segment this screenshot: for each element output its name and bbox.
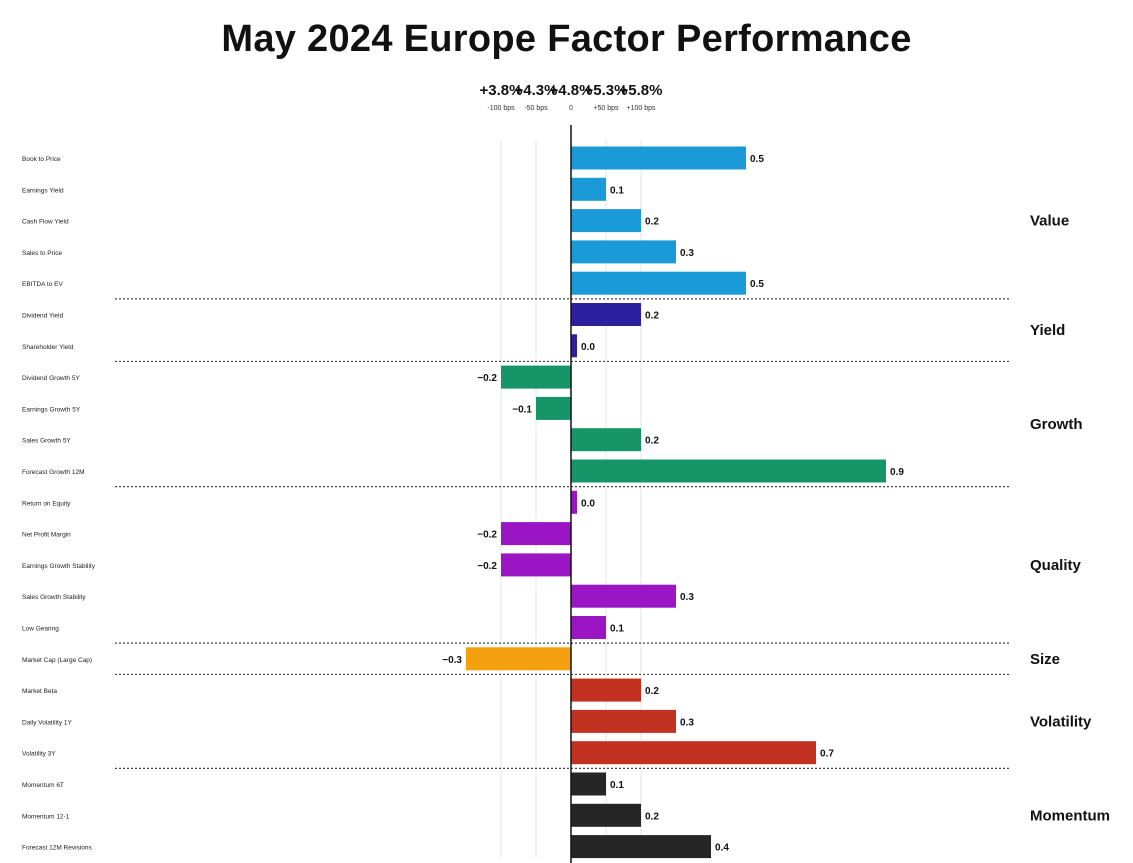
bar — [571, 803, 641, 827]
group-label: Quality — [1030, 557, 1082, 574]
bar — [571, 428, 641, 452]
value-label: 0.1 — [610, 780, 624, 791]
group-label: Momentum — [1030, 807, 1110, 824]
bar — [571, 741, 816, 765]
group-label: Value — [1030, 213, 1069, 230]
bar — [571, 459, 886, 483]
category-label: Shareholder Yield — [22, 344, 74, 351]
category-label: Return on Equity — [22, 500, 71, 507]
bar — [571, 177, 606, 201]
value-label: 0.2 — [645, 686, 659, 697]
value-label: −0.3 — [442, 655, 462, 666]
bar — [571, 271, 746, 295]
value-label: 0.9 — [890, 467, 904, 478]
bar — [571, 209, 641, 233]
value-label: 0.0 — [581, 342, 595, 353]
group-label: Yield — [1030, 322, 1065, 339]
value-label: 0.5 — [750, 154, 764, 165]
category-label: Low Gearing — [22, 626, 59, 633]
bar — [466, 647, 571, 671]
category-label: Sales to Price — [22, 250, 62, 257]
bar — [501, 522, 571, 546]
bar — [571, 835, 711, 859]
category-label: Sales Growth 5Y — [22, 438, 71, 445]
bar — [501, 553, 571, 577]
bar — [571, 303, 641, 326]
category-label: Momentum 12-1 — [22, 813, 70, 820]
x-tick-sublabel: +50 bps — [593, 105, 619, 112]
category-label: Earnings Yield — [22, 187, 64, 194]
category-label: Earnings Growth Stability — [22, 563, 96, 570]
category-label: Daily Volatility 1Y — [22, 719, 73, 726]
x-tick-label: +4.3% — [515, 82, 558, 99]
value-label: −0.2 — [477, 530, 497, 541]
value-label: 0.5 — [750, 279, 764, 290]
bar — [571, 584, 676, 608]
category-label: Forecast 12M Revisions — [22, 845, 92, 852]
bar — [571, 146, 746, 170]
x-tick-sublabel: -50 bps — [524, 105, 548, 112]
category-label: Market Cap (Large Cap) — [22, 657, 92, 664]
value-label: 0.7 — [820, 749, 834, 760]
value-label: 0.0 — [581, 498, 595, 509]
x-tick-label: +3.8% — [480, 82, 523, 99]
category-label: Cash Flow Yield — [22, 219, 69, 226]
x-tick-label: +4.8% — [550, 82, 593, 99]
bar — [571, 240, 676, 264]
category-label: Forecast Growth 12M — [22, 469, 85, 476]
x-tick-sublabel: -100 bps — [487, 105, 515, 112]
value-label: 0.4 — [715, 843, 729, 854]
value-label: −0.1 — [512, 404, 532, 415]
x-tick-sublabel: +100 bps — [627, 105, 656, 112]
category-label: Dividend Growth 5Y — [22, 375, 80, 382]
group-label: Growth — [1030, 416, 1083, 433]
value-label: 0.3 — [680, 592, 694, 603]
category-label: Sales Growth Stability — [22, 594, 86, 601]
category-label: Market Beta — [22, 688, 57, 695]
category-label: Earnings Growth 5Y — [22, 406, 81, 413]
x-tick-label: +5.3% — [585, 82, 628, 99]
category-label: Dividend Yield — [22, 313, 64, 320]
bar — [571, 678, 641, 702]
bar — [571, 772, 606, 796]
bar — [536, 396, 571, 420]
group-label: Volatility — [1030, 713, 1092, 730]
bar — [571, 616, 606, 639]
bar — [501, 365, 571, 389]
category-label: EBITDA to EV — [22, 281, 63, 288]
category-label: Net Profit Margin — [22, 532, 71, 539]
category-label: Book to Price — [22, 156, 61, 163]
value-label: 0.2 — [645, 311, 659, 322]
value-label: −0.2 — [477, 373, 497, 384]
x-tick-sublabel: 0 — [569, 105, 573, 112]
bar — [571, 490, 577, 514]
value-label: 0.3 — [680, 717, 694, 728]
bar — [571, 334, 577, 358]
bar — [571, 709, 676, 733]
value-label: 0.2 — [645, 811, 659, 822]
value-label: 0.3 — [680, 248, 694, 259]
value-label: −0.2 — [477, 561, 497, 572]
value-label: 0.2 — [645, 436, 659, 447]
chart-title: May 2024 Europe Factor Performance — [221, 18, 912, 60]
category-label: Momentum 6T — [22, 782, 64, 789]
x-tick-label: +5.8% — [620, 82, 663, 99]
value-label: 0.1 — [610, 185, 624, 196]
value-label: 0.1 — [610, 624, 624, 635]
group-label: Size — [1030, 651, 1060, 668]
category-label: Volatility 3Y — [22, 751, 56, 758]
value-label: 0.2 — [645, 217, 659, 228]
